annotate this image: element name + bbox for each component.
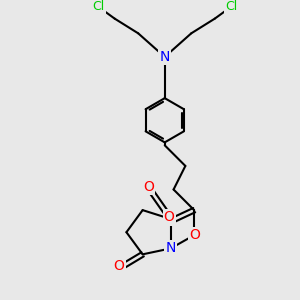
- Text: Cl: Cl: [225, 0, 237, 13]
- Text: Cl: Cl: [92, 0, 105, 13]
- Text: O: O: [189, 228, 200, 242]
- Text: O: O: [164, 211, 175, 224]
- Text: O: O: [143, 180, 154, 194]
- Text: N: N: [160, 50, 170, 64]
- Text: N: N: [165, 242, 176, 255]
- Text: O: O: [114, 259, 124, 273]
